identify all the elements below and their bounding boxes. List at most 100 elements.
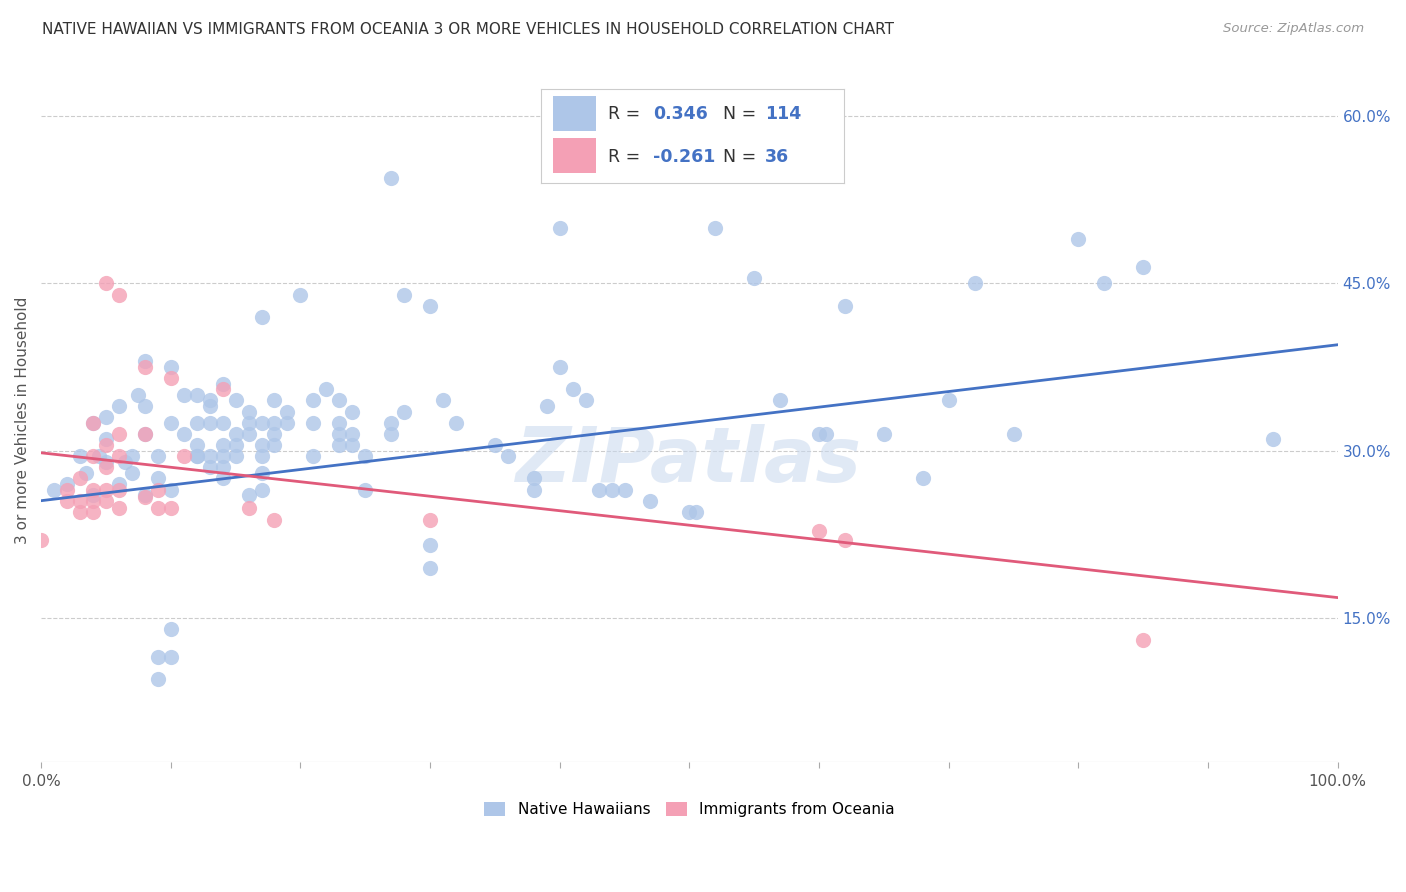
Point xyxy=(354,483,377,497)
Y-axis label: 3 or more Vehicles in Household: 3 or more Vehicles in Household xyxy=(15,296,30,543)
Point xyxy=(685,505,707,519)
Point xyxy=(94,277,117,291)
Text: ZIPatlas: ZIPatlas xyxy=(516,424,862,498)
Point xyxy=(69,493,91,508)
Point xyxy=(114,455,136,469)
Point xyxy=(380,426,402,441)
Point xyxy=(342,426,364,441)
Point xyxy=(30,533,52,547)
Point xyxy=(328,416,350,430)
Point xyxy=(600,483,623,497)
Point xyxy=(263,393,285,408)
Point xyxy=(496,449,519,463)
Point xyxy=(146,501,169,516)
Point xyxy=(392,404,415,418)
Point xyxy=(146,449,169,463)
Point xyxy=(108,287,131,301)
Point xyxy=(198,416,221,430)
Point xyxy=(159,359,181,374)
Point xyxy=(159,501,181,516)
Point xyxy=(108,483,131,497)
Point xyxy=(146,471,169,485)
Point xyxy=(225,426,247,441)
Point xyxy=(328,393,350,408)
Point xyxy=(250,483,273,497)
Point xyxy=(392,287,415,301)
Point xyxy=(159,649,181,664)
Point xyxy=(159,416,181,430)
Point xyxy=(211,449,233,463)
Point xyxy=(250,416,273,430)
Point xyxy=(198,393,221,408)
Point xyxy=(342,438,364,452)
Point xyxy=(211,438,233,452)
Point xyxy=(211,460,233,475)
Point xyxy=(419,538,441,552)
Point xyxy=(250,466,273,480)
Point xyxy=(134,359,156,374)
Point xyxy=(444,416,467,430)
Point xyxy=(198,460,221,475)
Point xyxy=(82,493,104,508)
Point xyxy=(159,371,181,385)
Point xyxy=(588,483,610,497)
Point xyxy=(613,483,636,497)
Point xyxy=(121,466,143,480)
Point xyxy=(186,416,208,430)
Point xyxy=(173,449,195,463)
Point xyxy=(250,310,273,324)
Point xyxy=(315,382,337,396)
Point xyxy=(263,438,285,452)
Point xyxy=(290,287,312,301)
Point xyxy=(134,399,156,413)
Point xyxy=(1261,433,1284,447)
Point xyxy=(548,220,571,235)
Point xyxy=(134,426,156,441)
Point xyxy=(108,426,131,441)
Point xyxy=(380,170,402,185)
Point xyxy=(238,416,260,430)
Point xyxy=(1132,260,1154,274)
Point xyxy=(211,416,233,430)
Point xyxy=(69,505,91,519)
Point xyxy=(198,399,221,413)
Point xyxy=(225,449,247,463)
Point xyxy=(484,438,506,452)
Point xyxy=(263,416,285,430)
Point xyxy=(134,354,156,368)
Point xyxy=(186,449,208,463)
Point xyxy=(82,416,104,430)
Point xyxy=(432,393,454,408)
Point xyxy=(302,449,325,463)
Point xyxy=(1002,426,1025,441)
Point xyxy=(94,455,117,469)
Point xyxy=(146,672,169,686)
Text: R =: R = xyxy=(607,148,645,166)
Bar xyxy=(554,95,596,131)
Text: R =: R = xyxy=(607,105,645,123)
Point xyxy=(1092,277,1115,291)
Point xyxy=(94,438,117,452)
Point xyxy=(211,382,233,396)
Point xyxy=(82,488,104,502)
Text: Source: ZipAtlas.com: Source: ZipAtlas.com xyxy=(1223,22,1364,36)
Point xyxy=(808,426,831,441)
Point xyxy=(94,460,117,475)
Text: NATIVE HAWAIIAN VS IMMIGRANTS FROM OCEANIA 3 OR MORE VEHICLES IN HOUSEHOLD CORRE: NATIVE HAWAIIAN VS IMMIGRANTS FROM OCEAN… xyxy=(42,22,894,37)
Point xyxy=(380,416,402,430)
Point xyxy=(159,622,181,636)
Point xyxy=(911,471,934,485)
Point xyxy=(134,426,156,441)
Point xyxy=(523,471,546,485)
Text: N =: N = xyxy=(723,105,762,123)
Point xyxy=(211,471,233,485)
Point xyxy=(211,376,233,391)
Point xyxy=(127,388,149,402)
Point xyxy=(704,220,727,235)
Point xyxy=(146,649,169,664)
Point xyxy=(238,488,260,502)
Point xyxy=(548,359,571,374)
Point xyxy=(561,382,583,396)
Point xyxy=(276,404,298,418)
Point xyxy=(263,513,285,527)
